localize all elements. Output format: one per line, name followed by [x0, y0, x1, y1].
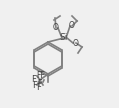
- Text: F: F: [37, 83, 41, 92]
- Text: O: O: [69, 21, 75, 30]
- Text: F: F: [32, 75, 36, 83]
- Text: F: F: [37, 79, 41, 88]
- Text: O: O: [73, 38, 79, 48]
- Text: F: F: [33, 82, 37, 91]
- Text: FF: FF: [37, 71, 45, 79]
- Text: O: O: [53, 24, 59, 33]
- Text: Si: Si: [60, 33, 68, 43]
